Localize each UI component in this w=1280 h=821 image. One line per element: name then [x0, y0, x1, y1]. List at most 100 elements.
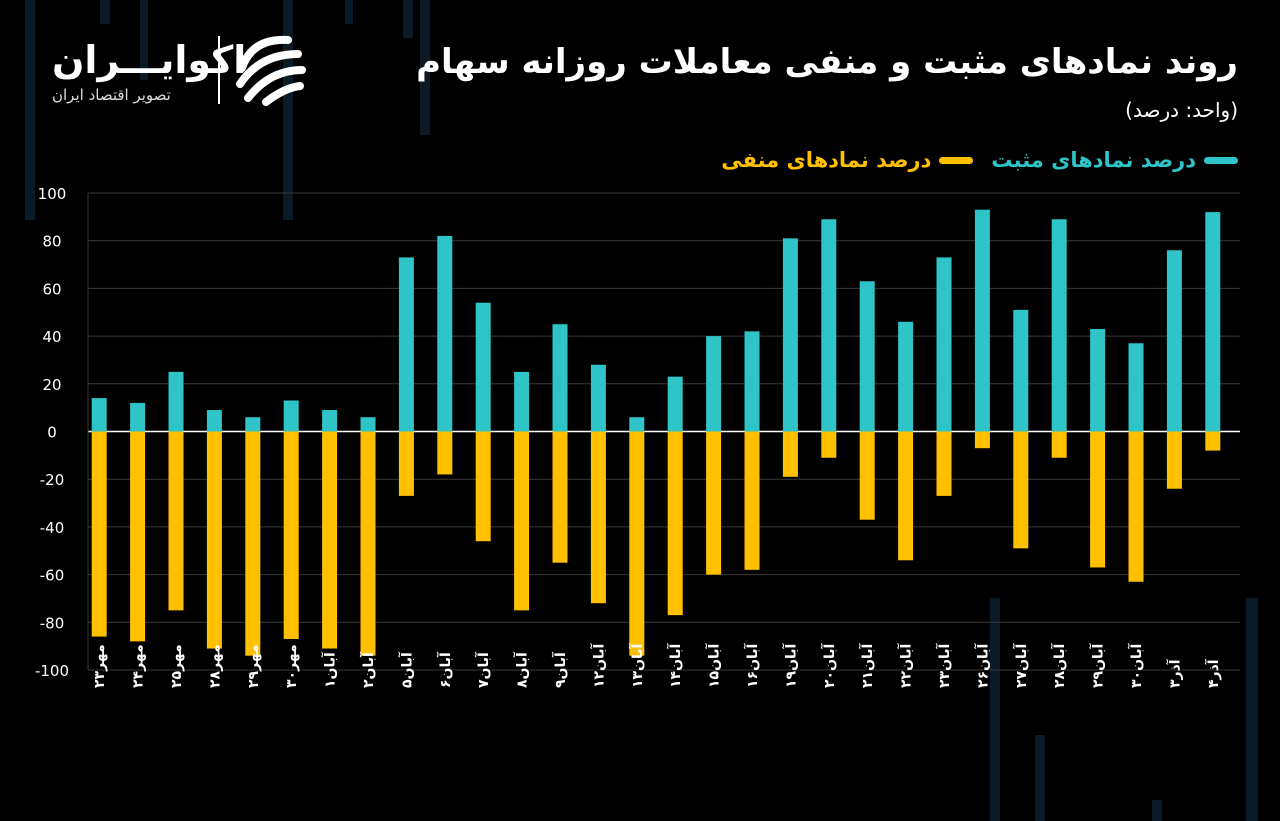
legend-label-negative: درصد نمادهای منفی — [721, 148, 932, 172]
bar-positive — [283, 400, 299, 432]
bar-positive — [936, 257, 952, 432]
x-tick-label: آبان۱۹ — [781, 642, 799, 688]
chart-legend: درصد نمادهای مثبت درصد نمادهای منفی — [721, 148, 1238, 172]
y-tick-label: 20 — [42, 376, 61, 394]
y-tick-label: 100 — [38, 185, 67, 203]
bar-negative — [898, 431, 914, 561]
bar-negative — [667, 431, 683, 616]
x-tick-label: آذر۳ — [1165, 658, 1183, 688]
x-tick-label: آبان۲۳ — [935, 642, 953, 688]
bar-negative — [590, 431, 606, 604]
bar-positive — [1128, 343, 1144, 432]
bar-positive — [974, 209, 990, 432]
x-tick-label: آبان۲۱ — [858, 642, 876, 688]
bar-positive — [782, 238, 798, 432]
x-tick-label: آبان۱۶ — [743, 642, 761, 688]
legend-item-positive: درصد نمادهای مثبت — [991, 148, 1238, 172]
bar-negative — [168, 431, 184, 611]
x-tick-label: آبان۱۵ — [705, 642, 723, 688]
bar-positive — [437, 235, 453, 432]
x-tick-label: آذر۴ — [1204, 658, 1222, 688]
bar-negative — [360, 431, 376, 656]
y-tick-label: 80 — [42, 233, 61, 251]
bar-positive — [744, 331, 760, 432]
bar-negative — [514, 431, 530, 611]
bar-negative — [1090, 431, 1106, 568]
bar-negative — [437, 431, 453, 475]
x-tick-label: آبان۹ — [551, 651, 569, 688]
bar-positive — [1051, 219, 1067, 432]
bar-positive — [706, 336, 722, 432]
bar-positive — [360, 417, 376, 432]
bar-negative — [1128, 431, 1144, 582]
bar-positive — [91, 398, 107, 432]
brand-tagline: تصویر اقتصاد ایران — [52, 86, 171, 104]
bar-positive — [1090, 328, 1106, 432]
y-tick-label: -20 — [40, 471, 65, 489]
x-tick-label: مهر۳۰ — [284, 644, 300, 688]
bar-negative — [744, 431, 760, 570]
x-tick-label: آبان۳۰ — [1127, 642, 1145, 688]
x-tick-label: آبان۱۴ — [666, 642, 684, 688]
bar-positive — [898, 321, 914, 432]
bar-positive — [475, 302, 491, 432]
y-tick-label: 40 — [42, 328, 61, 346]
x-tick-label: آبان۶ — [436, 651, 454, 688]
bar-negative — [821, 431, 837, 458]
brand-logo: اکوایـــران تصویر اقتصاد ایران — [48, 32, 318, 112]
x-tick-label: مهر۲۸ — [207, 644, 223, 688]
y-tick-label: 60 — [42, 280, 61, 298]
bar-positive — [322, 410, 338, 432]
y-tick-label: -60 — [40, 567, 65, 585]
bar-positive — [168, 371, 184, 432]
bar-positive — [130, 402, 146, 432]
bar-positive — [1205, 212, 1221, 432]
x-tick-label: آبان۲۲ — [897, 642, 915, 688]
bar-positive — [552, 324, 568, 432]
bar-negative — [1051, 431, 1067, 458]
bar-positive — [514, 371, 530, 432]
bar-negative — [322, 431, 338, 649]
y-tick-label: -80 — [40, 614, 65, 632]
y-tick-label: 0 — [47, 424, 57, 442]
x-tick-label: مهر۲۳ — [92, 644, 108, 688]
bar-negative — [1205, 431, 1221, 451]
bar-negative — [283, 431, 299, 639]
bar-positive — [1166, 250, 1182, 432]
logo-separator — [218, 36, 220, 104]
bar-negative — [398, 431, 414, 496]
bar-negative — [130, 431, 146, 642]
bar-negative — [475, 431, 491, 542]
x-tick-label: آبان۱ — [321, 651, 339, 688]
ekoiran-logo-icon — [236, 35, 306, 106]
bar-positive — [398, 257, 414, 432]
brand-name: اکوایـــران — [52, 38, 247, 82]
bar-negative — [859, 431, 875, 520]
legend-swatch-positive — [1204, 156, 1238, 164]
bar-positive — [1013, 309, 1029, 432]
x-tick-label: آبان۸ — [513, 651, 531, 688]
bar-negative — [936, 431, 952, 496]
x-tick-label: آبان۲۰ — [820, 642, 838, 688]
x-tick-label: مهر۲۵ — [169, 644, 185, 688]
bar-negative — [629, 431, 645, 656]
legend-swatch-negative — [939, 156, 974, 164]
bar-negative — [1013, 431, 1029, 549]
bar-negative — [706, 431, 722, 575]
x-tick-label: آبان۲۸ — [1050, 642, 1068, 688]
bar-negative — [1166, 431, 1182, 489]
x-tick-label: آبان۲۶ — [973, 642, 991, 688]
x-tick-label: آبان۲۷ — [1012, 642, 1030, 688]
y-tick-label: -40 — [40, 519, 65, 537]
x-tick-label: آبان۷ — [474, 651, 492, 688]
x-tick-label: آبان۵ — [397, 651, 415, 688]
x-tick-label: آبان۲۹ — [1089, 642, 1107, 688]
legend-item-negative: درصد نمادهای منفی — [721, 148, 974, 172]
x-tick-label: مهر۲۹ — [246, 644, 262, 688]
chart-title: روند نمادهای مثبت و منفی معاملات روزانه … — [416, 42, 1238, 82]
x-tick-label: مهر۲۴ — [131, 644, 147, 688]
bar-positive — [206, 410, 222, 432]
bar-negative — [91, 431, 107, 637]
bar-negative — [552, 431, 568, 563]
